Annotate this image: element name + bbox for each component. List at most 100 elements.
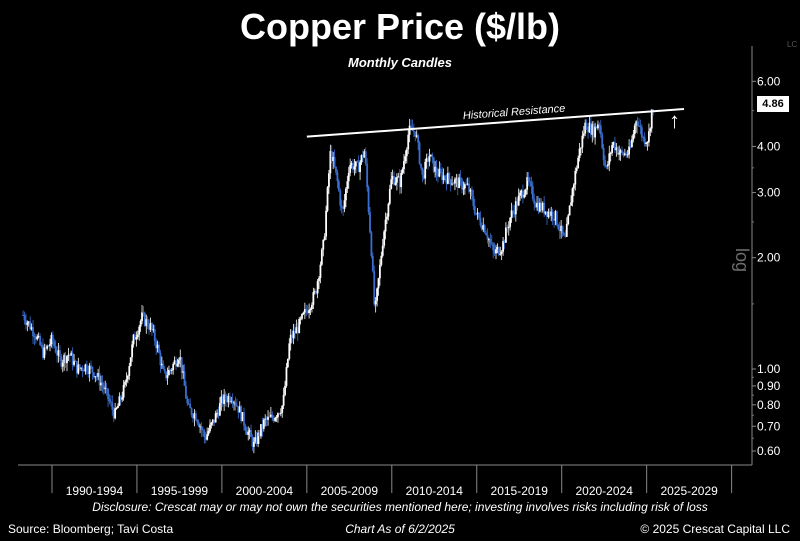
candle-body [25, 320, 27, 325]
candle-body [268, 416, 271, 418]
candle-body [412, 130, 415, 132]
candle-body [124, 381, 126, 385]
candle-body [34, 337, 37, 340]
candle-body [169, 369, 172, 371]
candle-body [639, 125, 642, 128]
candle-body [589, 122, 592, 135]
candle-body [581, 135, 584, 148]
candle-body [473, 206, 476, 214]
candle-body [322, 239, 325, 250]
candle-body [503, 240, 506, 243]
candle-body [233, 402, 235, 404]
candle-body [350, 162, 353, 166]
candle-body [132, 334, 135, 345]
candle-body [141, 312, 143, 322]
candle-body [143, 313, 146, 326]
candle-body [139, 321, 142, 327]
candle-body [567, 215, 570, 225]
y-tick-label: 4.00 [757, 139, 781, 153]
candle-body [522, 190, 524, 198]
candle-body [26, 322, 29, 325]
candle-body [153, 329, 156, 342]
candle-body [254, 437, 257, 442]
candle-body [510, 210, 513, 218]
candle-body [170, 369, 173, 371]
candle-body [345, 188, 347, 201]
candle-body [648, 131, 650, 143]
candle-body [47, 345, 50, 347]
candle-body [622, 152, 625, 156]
candle-body [121, 397, 124, 400]
candle-body [524, 189, 527, 195]
candle-body [362, 155, 364, 158]
candle-body [550, 211, 553, 216]
candle-body [298, 319, 301, 334]
candle-body [166, 375, 169, 379]
candle-body [582, 133, 585, 136]
candle-body [357, 161, 360, 173]
candle-body [373, 271, 376, 305]
candle-body [158, 344, 160, 353]
candle-body [422, 174, 425, 179]
candle-body [531, 186, 534, 200]
candle-body [281, 405, 284, 413]
candle-body [43, 347, 46, 358]
x-tick-label: 2015-2019 [491, 484, 549, 498]
candle-body [597, 124, 599, 129]
candle-body [471, 189, 473, 197]
candle-body [192, 414, 194, 419]
candle-body [537, 202, 540, 212]
candle-body [614, 142, 616, 151]
candle-body [197, 422, 200, 427]
candle-body [101, 382, 104, 386]
candle-body [255, 437, 258, 444]
candle-body [502, 240, 504, 252]
candle-body [61, 362, 64, 367]
candle-body [580, 147, 582, 149]
candle-body [200, 426, 203, 430]
candle-body [163, 368, 166, 372]
candle-body [172, 364, 175, 370]
candle-body [315, 291, 318, 294]
candle-body [437, 174, 439, 177]
candle-body [640, 127, 643, 138]
candle-body [301, 313, 303, 319]
candle-body [142, 312, 145, 314]
candle-body [104, 387, 107, 390]
candle-body [623, 153, 626, 156]
candle-body [146, 319, 149, 327]
candle-body [490, 242, 493, 244]
candle-body [390, 179, 393, 189]
candle-body [335, 166, 337, 173]
candle-body [371, 256, 374, 272]
candle-body [176, 363, 179, 367]
candle-body [234, 402, 237, 406]
candle-body [332, 156, 335, 162]
candle-body [628, 146, 631, 155]
candle-body [466, 183, 469, 185]
candle-body [73, 360, 75, 365]
candle-body [461, 179, 463, 190]
candle-body [381, 245, 384, 256]
candle-body [85, 364, 88, 372]
candle-body [202, 429, 204, 431]
candle-body [632, 134, 635, 140]
up-arrow-icon: ↑ [669, 108, 680, 133]
candle-body [213, 419, 216, 423]
x-tick-label: 2005-2009 [321, 484, 379, 498]
candle-body [575, 168, 578, 171]
candle-body [546, 211, 548, 217]
candle-body [267, 416, 269, 420]
candle-body [431, 154, 434, 158]
candle-body [152, 329, 155, 331]
candle-body [114, 408, 117, 419]
candle-body [486, 234, 489, 240]
candle-body [444, 175, 446, 179]
candle-body [452, 183, 455, 185]
candle-body [286, 358, 289, 368]
candle-body [320, 249, 323, 265]
candle-body [441, 171, 444, 181]
chart-subtitle: Monthly Candles [347, 55, 452, 70]
corner-label: LC [787, 40, 798, 49]
